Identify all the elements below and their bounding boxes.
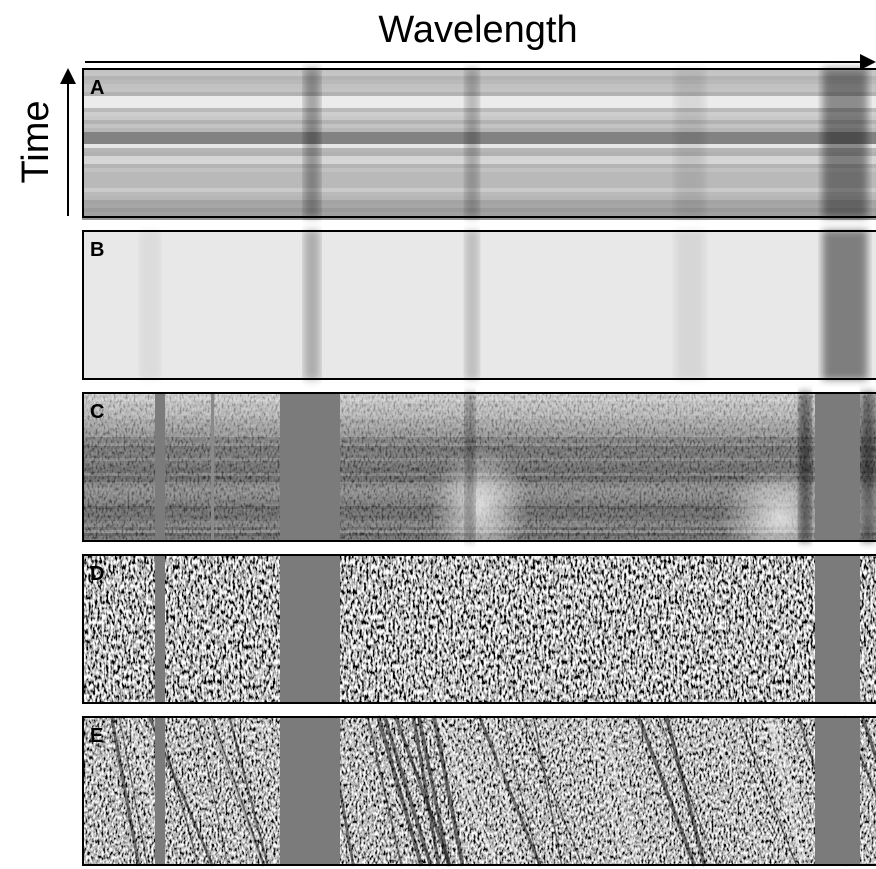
panel-frame bbox=[82, 68, 876, 218]
band bbox=[822, 68, 868, 218]
panel-label: D bbox=[90, 563, 104, 585]
masked bbox=[815, 716, 860, 866]
streak bbox=[587, 715, 626, 867]
noise bbox=[82, 554, 876, 704]
streak bbox=[209, 715, 264, 867]
streak bbox=[601, 715, 639, 867]
streak bbox=[664, 715, 707, 867]
band bbox=[304, 68, 320, 218]
streak bbox=[501, 715, 540, 867]
panel-label: A bbox=[90, 77, 104, 99]
panel-frame bbox=[82, 230, 876, 380]
streak bbox=[432, 715, 465, 867]
streak bbox=[766, 715, 805, 867]
streak bbox=[477, 715, 542, 867]
panel-frame bbox=[82, 392, 876, 542]
masked bbox=[280, 716, 340, 866]
streak bbox=[382, 715, 433, 867]
band bbox=[675, 68, 705, 218]
band bbox=[465, 230, 479, 380]
streak bbox=[366, 715, 403, 867]
masked bbox=[211, 392, 214, 542]
streak bbox=[411, 715, 441, 867]
streak bbox=[707, 715, 771, 867]
masked bbox=[280, 392, 340, 542]
band bbox=[799, 392, 811, 542]
streak bbox=[417, 715, 451, 867]
streak bbox=[490, 715, 519, 867]
streak bbox=[521, 715, 584, 867]
x-axis-label: Wavelength bbox=[378, 9, 577, 51]
band bbox=[675, 230, 705, 380]
panel-label: E bbox=[90, 725, 103, 747]
panel-frame bbox=[82, 716, 876, 866]
streak bbox=[532, 715, 563, 867]
band bbox=[304, 230, 320, 380]
streak bbox=[776, 715, 807, 867]
panel-label: C bbox=[90, 401, 104, 423]
masked bbox=[280, 554, 340, 704]
streak bbox=[769, 715, 821, 867]
masked bbox=[815, 554, 860, 704]
band bbox=[140, 230, 160, 380]
streak bbox=[860, 715, 876, 763]
band bbox=[465, 392, 475, 542]
panel: B bbox=[82, 230, 876, 380]
panel: E bbox=[82, 715, 876, 867]
streak bbox=[393, 715, 452, 867]
masked bbox=[155, 392, 165, 542]
streak bbox=[657, 715, 718, 867]
band bbox=[822, 230, 868, 380]
panel: A bbox=[82, 68, 876, 220]
panels: A B C D E bbox=[82, 68, 876, 867]
streak bbox=[109, 715, 141, 867]
streak bbox=[196, 715, 229, 867]
streak bbox=[375, 715, 424, 867]
streak bbox=[228, 715, 269, 867]
streak bbox=[737, 715, 798, 867]
y-axis-label: Time bbox=[15, 100, 57, 183]
masked bbox=[155, 716, 165, 866]
streak bbox=[434, 715, 499, 867]
band bbox=[465, 68, 479, 218]
masked bbox=[155, 554, 165, 704]
panel-label: B bbox=[90, 239, 104, 261]
streak bbox=[118, 715, 148, 867]
panel: C bbox=[82, 392, 876, 567]
glow bbox=[430, 447, 530, 567]
panel-frame bbox=[82, 554, 876, 704]
masked bbox=[815, 392, 860, 542]
panel: D bbox=[82, 554, 876, 704]
noise bbox=[82, 716, 876, 866]
band bbox=[861, 392, 875, 542]
streak bbox=[636, 715, 697, 867]
